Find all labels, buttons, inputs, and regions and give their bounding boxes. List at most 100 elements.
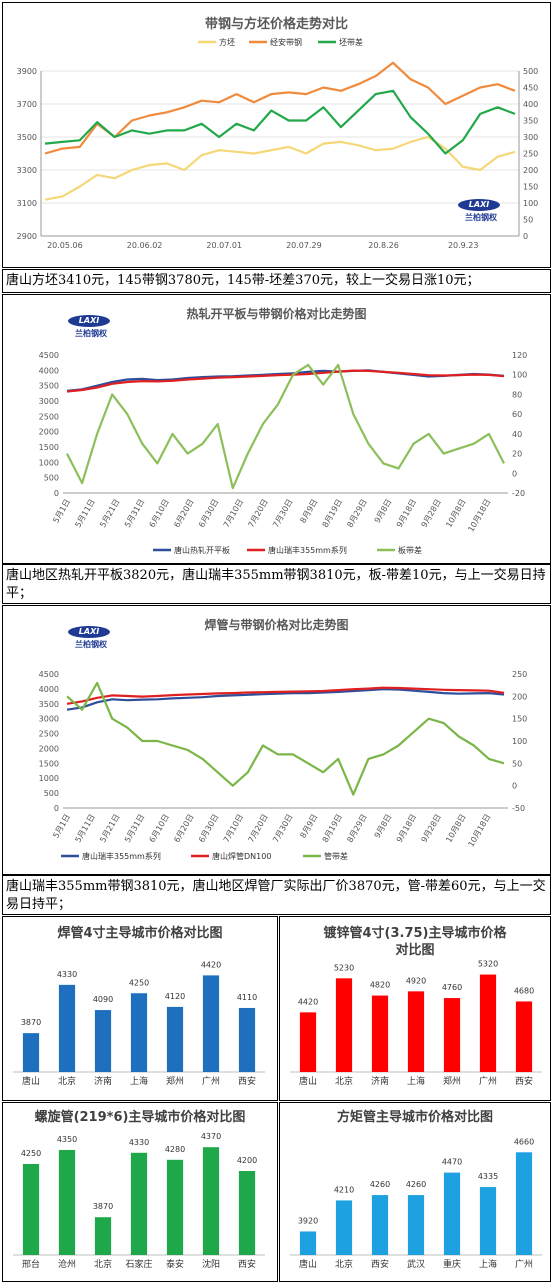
bar-value-label: 4200: [237, 1156, 257, 1165]
bar-value-label: 4335: [478, 1172, 498, 1181]
bar-chart-welded-pipe: 焊管4寸主导城市价格对比图 3870 唐山 4330 北京 4090 济南 4250 上海 41…: [2, 916, 278, 1101]
y-right-tick-label: 100: [512, 371, 527, 380]
legend-label: 坯带差: [339, 37, 363, 47]
bar-value-label: 3870: [93, 1202, 113, 1211]
bar-chart-svg: 4420 唐山 5230 北京 4820 济南 4920 上海 4760 郑州 5320 广州 4680…: [290, 960, 542, 1087]
series-line-唐山热轧开平板: [66, 369, 505, 392]
bar: [202, 975, 220, 1072]
y-left-tick-label: 2000: [39, 744, 59, 753]
category-label: 郑州: [166, 1075, 184, 1087]
category-label: 西安: [515, 1075, 533, 1087]
x-tick-label: 7月10日: [222, 813, 245, 845]
x-tick-label: 8月29日: [345, 498, 368, 530]
x-tick-label: 9月8日: [373, 813, 394, 840]
y-right-tick-label: -50: [512, 804, 525, 813]
bar: [22, 1033, 40, 1072]
chart-title: 热轧开平板与带钢价格对比走势图: [186, 307, 367, 321]
category-label: 上海: [130, 1075, 148, 1087]
bar: [479, 1187, 497, 1255]
bar: [335, 978, 353, 1072]
x-tick-label: 10月18日: [466, 498, 492, 534]
bar-value-label: 4120: [165, 992, 185, 1001]
category-label: 西安: [238, 1258, 256, 1270]
bar-value-label: 4420: [201, 960, 221, 969]
bar-value-label: 5320: [478, 960, 498, 969]
y-left-tick-label: 4500: [39, 670, 59, 679]
category-label: 重庆: [443, 1258, 461, 1270]
bar-value-label: 4090: [93, 995, 113, 1004]
bar: [515, 1152, 533, 1255]
y-left-tick-label: 2500: [39, 730, 59, 739]
company-logo: LAXI 兰柏钢权: [458, 199, 504, 222]
bar-value-label: 4330: [57, 970, 77, 979]
bar: [371, 1195, 389, 1255]
y-right-tick-label: 120: [512, 351, 527, 360]
bar: [238, 1171, 256, 1255]
y-right-tick-label: 100: [523, 199, 538, 208]
y-right-tick-label: 350: [523, 117, 538, 126]
y-right-tick-label: 0: [523, 232, 528, 241]
y-left-tick-label: 3500: [39, 382, 59, 391]
x-tick-label: 20.9.23: [448, 241, 479, 250]
legend-label: 经安带钢: [270, 37, 302, 47]
y-left-tick-label: 3500: [17, 133, 37, 142]
chart-title: 方矩管主导城市价格对比图: [336, 1110, 493, 1125]
x-tick-label: 7月20日: [246, 498, 269, 530]
y-left-tick-label: 1500: [39, 759, 59, 768]
bar-value-label: 4470: [442, 1158, 462, 1167]
x-tick-label: 20.8.26: [368, 241, 399, 250]
series-line-方坯: [44, 135, 516, 201]
y-left-tick-label: 3700: [17, 100, 37, 109]
bar: [407, 1195, 425, 1255]
bar-value-label: 4210: [334, 1185, 354, 1194]
x-tick-label: 6月20日: [172, 813, 195, 845]
y-left-tick-label: 0: [54, 489, 59, 498]
y-right-tick-label: 200: [512, 692, 527, 701]
bar-value-label: 4260: [406, 1180, 426, 1189]
y-left-tick-label: 3300: [17, 166, 37, 175]
x-tick-label: 9月8日: [373, 498, 394, 525]
line-chart-svg: 0 500 1000 1500 2000 2500 3000 3500 4000 4500 -20 0…: [39, 351, 528, 555]
bar: [443, 1172, 461, 1255]
bar: [166, 1006, 184, 1072]
bar: [479, 974, 497, 1072]
series-line-唐山焊管DN100: [66, 686, 505, 705]
bar-value-label: 4820: [370, 981, 390, 990]
y-left-tick-label: 3500: [39, 700, 59, 709]
bar: [94, 1010, 112, 1072]
y-left-tick-label: 3100: [17, 199, 37, 208]
category-label: 上海: [479, 1258, 497, 1270]
y-left-tick-label: 3900: [17, 67, 37, 76]
category-label: 邢台: [22, 1258, 40, 1270]
x-tick-label: 5月11日: [73, 813, 96, 845]
y-right-tick-label: 150: [512, 715, 527, 724]
bar: [58, 984, 76, 1072]
x-tick-label: 5月1日: [51, 498, 72, 525]
x-tick-label: 6月20日: [172, 498, 195, 530]
bar: [515, 1001, 533, 1072]
y-right-tick-label: -20: [512, 489, 525, 498]
legend-label: 管带差: [324, 851, 348, 861]
bar: [166, 1159, 184, 1255]
bar-value-label: 4350: [57, 1135, 77, 1144]
series-line-坯带差: [44, 89, 516, 155]
y-right-tick-label: 0: [512, 469, 517, 478]
x-tick-label: 9月28日: [420, 498, 443, 530]
category-label: 北京: [94, 1258, 112, 1270]
y-left-tick-label: 1000: [39, 774, 59, 783]
y-right-tick-label: 300: [523, 133, 538, 142]
x-tick-label: 5月11日: [73, 498, 96, 530]
y-right-tick-label: 50: [523, 216, 533, 225]
x-tick-label: 9月18日: [395, 498, 418, 530]
bar: [299, 1012, 317, 1072]
legend-label: 板带差: [398, 545, 422, 555]
x-tick-label: 6月10日: [148, 813, 171, 845]
x-tick-label: 8月9日: [298, 498, 319, 525]
category-label: 郑州: [443, 1075, 461, 1087]
category-label: 北京: [335, 1075, 353, 1087]
x-tick-label: 20.06.02: [127, 241, 163, 250]
y-left-tick-label: 1000: [39, 458, 59, 467]
y-left-tick-label: 1500: [39, 443, 59, 452]
caption-3: 唐山瑞丰355mm带钢3810元，唐山地区焊管厂实际出厂价3870元，管-带差6…: [2, 875, 551, 915]
y-left-tick-label: 4000: [39, 366, 59, 375]
